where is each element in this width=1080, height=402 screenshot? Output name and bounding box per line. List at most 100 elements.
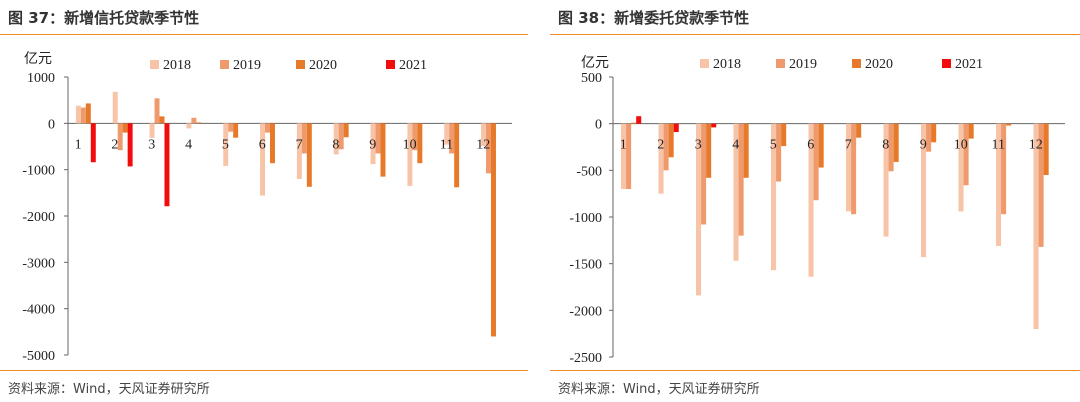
legend-swatch-2019 <box>776 59 785 68</box>
bar-2018-1 <box>75 105 81 124</box>
x-category-label: 11 <box>440 137 453 152</box>
y-tick-label: 0 <box>595 118 602 133</box>
x-category-label: 8 <box>882 138 889 153</box>
y-tick-label: -500 <box>576 164 602 179</box>
bar-2020-3 <box>159 116 165 124</box>
x-category-label: 2 <box>657 138 664 153</box>
bar-2021-2 <box>127 123 133 167</box>
bar-2019-2 <box>117 123 123 151</box>
bar-2018-9 <box>370 123 376 165</box>
bar-2018-3 <box>696 123 702 296</box>
bar-2020-6 <box>818 123 824 168</box>
y-tick-label: -4000 <box>22 303 55 318</box>
y-tick-label: -1000 <box>22 164 55 179</box>
bar-2019-11 <box>1001 123 1007 215</box>
bar-2020-6 <box>270 123 275 164</box>
bar-2018-12 <box>481 123 487 147</box>
x-category-label: 8 <box>332 137 339 152</box>
bar-2020-5 <box>781 123 787 147</box>
legend-swatch-2019 <box>220 60 229 69</box>
x-category-label: 1 <box>75 137 82 152</box>
source-note: 资料来源：Wind，天风证券研究所 <box>558 382 760 397</box>
bar-2020-4 <box>743 123 749 178</box>
bar-2018-7 <box>846 123 852 212</box>
legend-swatch-2018 <box>700 59 709 68</box>
bar-2018-6 <box>260 123 266 196</box>
bottom-rule <box>550 370 1080 371</box>
x-category-label: 9 <box>920 138 927 153</box>
bar-2018-6 <box>808 123 814 277</box>
legend-swatch-2021 <box>942 59 951 68</box>
x-category-label: 5 <box>770 138 777 153</box>
bar-2019-5 <box>228 123 234 132</box>
chart-panel-entrusted-loans: 图 38：新增委托贷款季节性 亿元 500 0 -500 -1000 -1500 -2000… <box>550 0 1080 402</box>
bar-2019-12 <box>486 123 492 174</box>
bar-2019-5 <box>776 123 782 182</box>
bar-2019-8 <box>888 123 894 172</box>
bar-2020-10 <box>968 123 974 139</box>
bar-2021-3 <box>711 123 717 128</box>
bar-2018-9 <box>921 123 927 258</box>
y-tick-label: 0 <box>48 117 55 132</box>
x-category-label: 7 <box>296 137 303 152</box>
bar-2018-1 <box>621 123 627 189</box>
bar-2020-1 <box>631 122 637 124</box>
x-category-label: 12 <box>1029 138 1043 153</box>
bar-2018-12 <box>1033 123 1039 330</box>
x-category-label: 7 <box>845 138 852 153</box>
chart-title: 图 38：新增委托贷款季节性 <box>558 9 750 27</box>
y-tick-label: -1500 <box>569 258 602 273</box>
legend-label-2020: 2020 <box>309 58 337 73</box>
bar-2019-6 <box>265 123 271 133</box>
bar-2020-8 <box>343 123 349 138</box>
bar-2020-2 <box>122 123 128 133</box>
y-tick-label: -3000 <box>22 256 55 271</box>
bar-2020-7 <box>856 123 862 138</box>
x-category-label: 1 <box>620 138 627 153</box>
bar-2019-2 <box>663 123 669 171</box>
y-unit-label: 亿元 <box>581 55 609 71</box>
bar-2021-3 <box>164 123 170 207</box>
bar-2018-5 <box>771 123 777 271</box>
y-tick-label: -5000 <box>22 349 55 364</box>
legend-label-2021: 2021 <box>399 58 427 73</box>
bar-2018-10 <box>958 123 964 212</box>
top-rule <box>550 34 1080 35</box>
bar-2018-11 <box>996 123 1002 246</box>
bar-2018-11 <box>444 123 450 145</box>
legend-label-2019: 2019 <box>233 58 261 73</box>
bar-2021-2 <box>673 123 679 133</box>
bar-2019-12 <box>1038 123 1044 247</box>
chart-panel-trust-loans: 图 37：新增信托贷款季节性 亿元 1000 0 -1000 -2000 -3000 -40… <box>0 0 528 402</box>
bar-2018-8 <box>333 123 339 155</box>
y-unit-label: 亿元 <box>24 51 52 67</box>
bar-2019-9 <box>375 123 381 154</box>
bar-2019-7 <box>301 123 307 154</box>
legend-label-2019: 2019 <box>789 57 817 72</box>
bar-2020-8 <box>893 123 899 162</box>
bar-2020-12 <box>1043 123 1049 175</box>
y-tick-label: -1000 <box>569 211 602 226</box>
bar-2018-5 <box>223 123 229 166</box>
bar-2019-3 <box>701 123 707 225</box>
y-tick-label: -2500 <box>569 351 602 366</box>
bar-2018-8 <box>883 123 889 237</box>
x-category-label: 11 <box>992 138 1005 153</box>
top-rule <box>0 34 528 35</box>
bar-2019-8 <box>338 123 344 150</box>
x-category-label: 4 <box>185 137 192 152</box>
legend-swatch-2020 <box>852 59 861 68</box>
legend-label-2018: 2018 <box>163 58 191 73</box>
bar-2018-3 <box>149 123 155 138</box>
legend-swatch-2021 <box>386 60 395 69</box>
y-tick-label: -2000 <box>22 210 55 225</box>
bar-2019-4 <box>191 117 197 124</box>
bar-2019-4 <box>738 123 744 236</box>
bar-2018-4 <box>186 123 192 129</box>
bar-2020-7 <box>306 123 312 187</box>
x-category-label: 9 <box>369 137 376 152</box>
legend-swatch-2018 <box>150 60 159 69</box>
bar-2020-2 <box>668 123 674 158</box>
